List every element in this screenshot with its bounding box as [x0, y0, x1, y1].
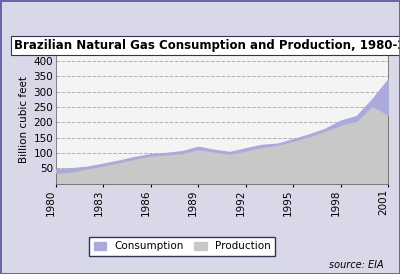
Legend: Consumption, Production: Consumption, Production: [89, 237, 275, 256]
Text: source: EIA: source: EIA: [329, 260, 384, 270]
Y-axis label: Billion cubic feet: Billion cubic feet: [19, 76, 29, 163]
Title: Brazilian Natural Gas Consumption and Production, 1980-2001: Brazilian Natural Gas Consumption and Pr…: [14, 39, 400, 52]
